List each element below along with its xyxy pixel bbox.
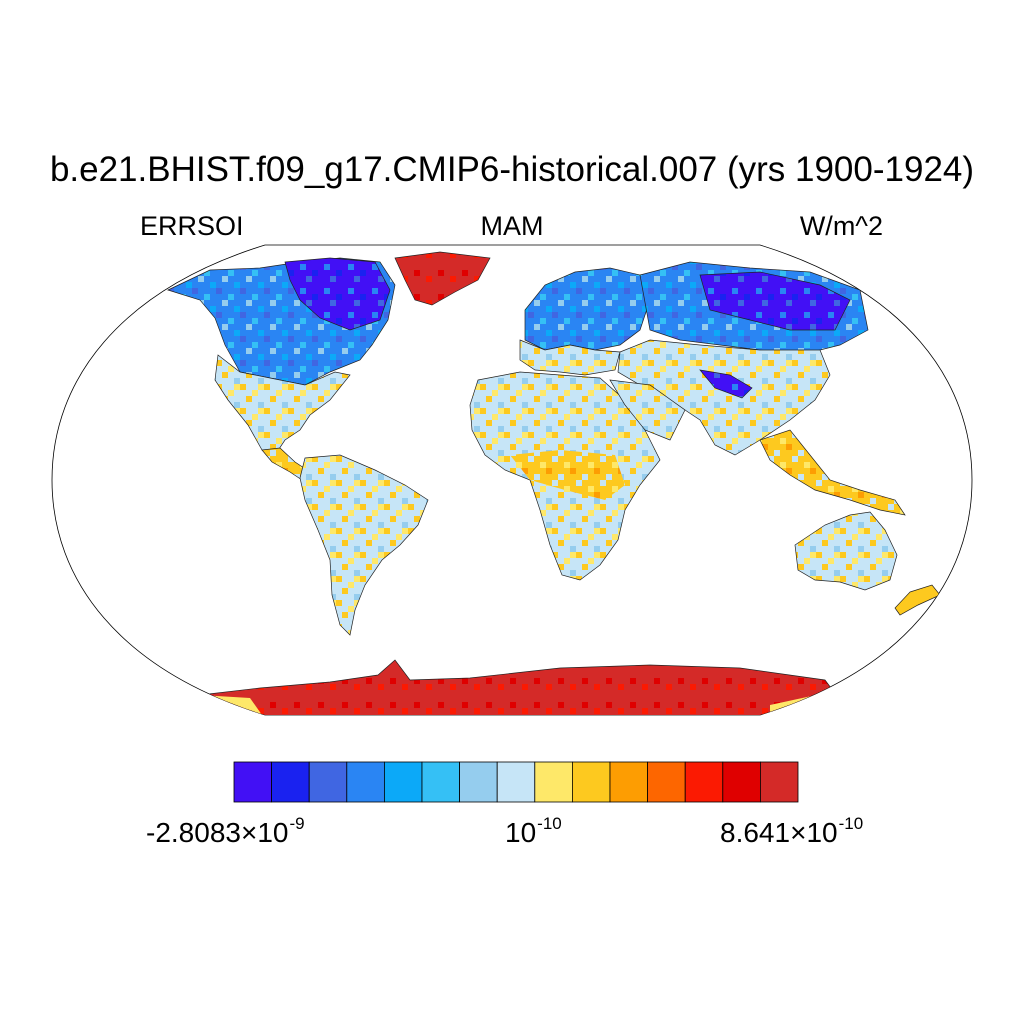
southern-europe	[519, 339, 621, 376]
variable-name: ERRSOI	[140, 211, 244, 241]
australia	[794, 511, 898, 591]
colorbar-box-5	[421, 761, 460, 803]
season-label: MAM	[480, 211, 544, 241]
colorbar-box-4	[383, 761, 423, 803]
units-label: W/m^2	[799, 211, 883, 241]
antarctica	[199, 659, 841, 715]
colorbar-box-6	[459, 761, 498, 803]
siberia-deep	[699, 271, 851, 331]
colorbar-label-mid: 10-10	[505, 814, 562, 848]
colorbar	[233, 761, 799, 803]
south-america	[299, 454, 429, 636]
colorbar-box-0	[233, 761, 272, 803]
greenland-ice	[394, 251, 491, 306]
colorbar-label-min: -2.8083×10-9	[146, 814, 305, 848]
colorbar-box-2	[308, 761, 348, 803]
colorbar-box-14	[760, 761, 799, 803]
colorbar-box-8	[534, 761, 573, 803]
north-america-south	[214, 354, 351, 456]
colorbar-label-max: 8.641×10-10	[720, 814, 864, 848]
colorbar-box-11	[647, 761, 686, 803]
colorbar-box-12	[684, 761, 724, 803]
southeast-asia	[759, 429, 906, 516]
colorbar-box-9	[572, 761, 611, 803]
new-zealand	[894, 584, 941, 616]
colorbar-box-10	[609, 761, 648, 803]
colorbar-box-1	[271, 761, 310, 803]
africa-warm-belt	[510, 450, 625, 500]
tibet-plateau	[699, 369, 753, 399]
canadian-arctic	[284, 257, 391, 331]
plot-title: b.e21.BHIST.f09_g17.CMIP6-historical.007…	[49, 150, 975, 189]
colorbar-box-3	[346, 761, 385, 803]
arabia	[609, 379, 686, 441]
colorbar-box-13	[722, 761, 761, 803]
colorbar-box-7	[496, 761, 536, 803]
